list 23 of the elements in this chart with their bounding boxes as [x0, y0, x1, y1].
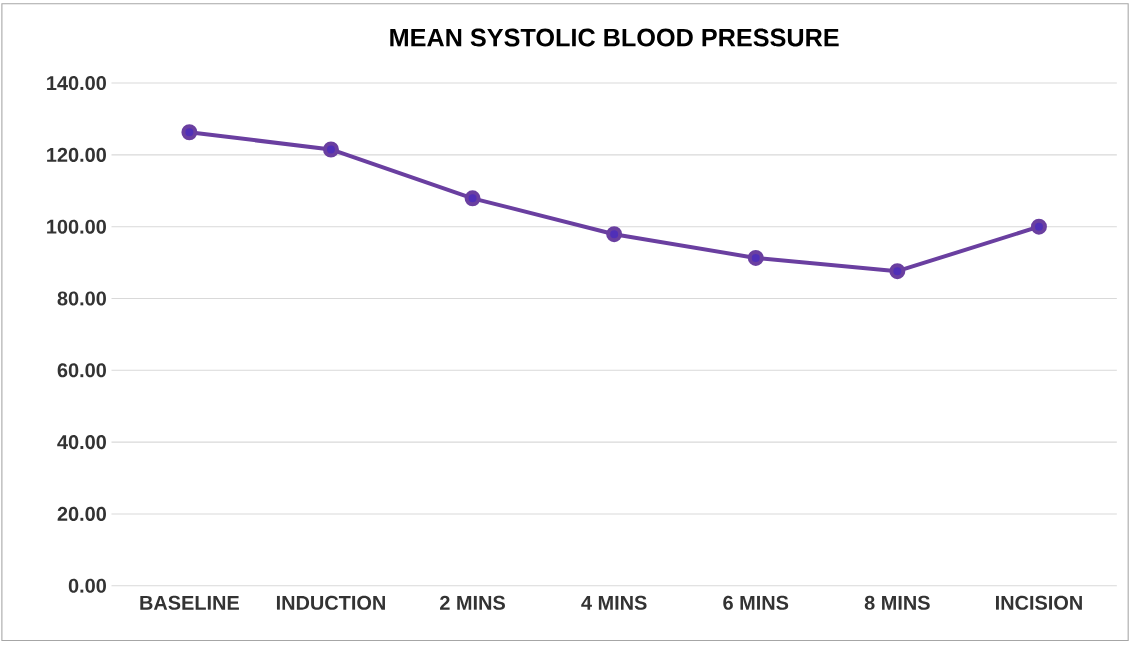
point — [1030, 218, 1047, 235]
y-tick-label: 100.00 — [47, 219, 106, 234]
y-tick-label: 80.00 — [57, 291, 106, 306]
chart-title: MEAN SYSTOLIC BLOOD PRESSURE — [390, 28, 839, 47]
x-tick-label: 8 MINS — [864, 595, 930, 610]
point — [181, 124, 198, 141]
y-tick-label: 0.00 — [68, 578, 106, 593]
point — [889, 263, 906, 280]
x-tick-label: 2 MINS — [440, 595, 505, 610]
y-tick-label: 60.00 — [57, 363, 106, 378]
point — [322, 141, 339, 158]
y-tick-label: 120.00 — [47, 147, 106, 162]
y-tick-label: 40.00 — [57, 435, 106, 450]
point — [464, 190, 481, 207]
y-tick-label: 20.00 — [57, 506, 106, 521]
y-tick-label: 140.00 — [47, 76, 106, 91]
x-tick-label: 6 MINS — [723, 595, 789, 610]
x-tick-label: INCISION — [996, 595, 1082, 610]
point — [747, 249, 764, 266]
point — [606, 226, 623, 243]
x-tick-label: INDUCTION — [276, 595, 385, 610]
x-tick-label: 4 MINS — [581, 595, 647, 610]
x-tick-label: BASELINE — [140, 595, 239, 610]
